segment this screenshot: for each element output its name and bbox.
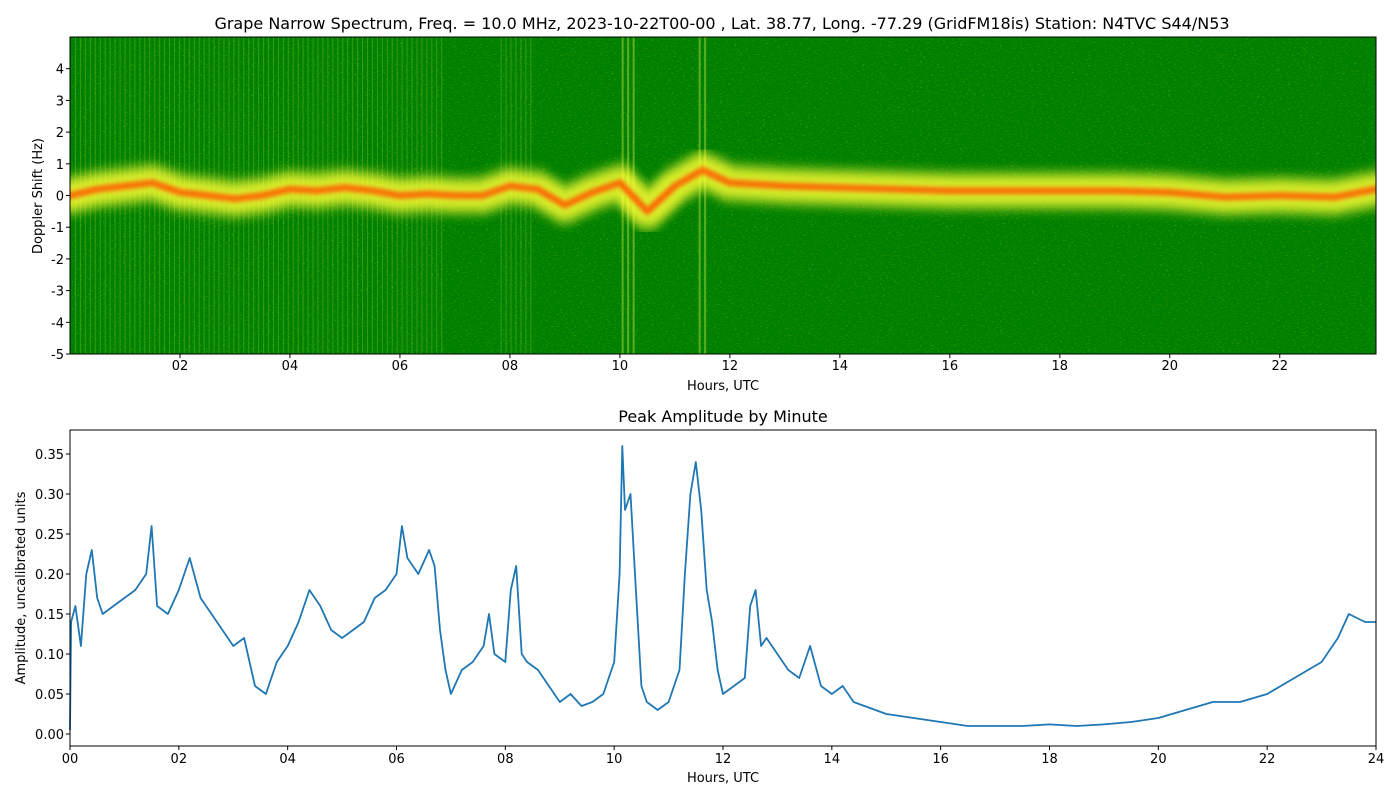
x-tick-label: 10 — [606, 752, 623, 767]
x-tick-label: 24 — [1368, 752, 1385, 767]
x-tick-label: 18 — [1052, 359, 1069, 374]
x-tick-label: 16 — [932, 752, 949, 767]
spectrogram-y-axis-ticks: -5 -4 -3 -2 -1 0 1 2 3 4 — [51, 63, 70, 363]
y-tick-label: -3 — [51, 285, 64, 300]
y-tick-label: 0 — [56, 190, 64, 205]
y-tick-label: 1 — [56, 158, 64, 173]
spectrogram-signal-core — [70, 166, 1376, 215]
spectrogram-x-axis-ticks: 02 04 06 08 10 12 14 16 18 20 22 — [172, 354, 1288, 374]
y-tick-label: 0.15 — [35, 608, 64, 623]
x-tick-label: 20 — [1162, 359, 1179, 374]
x-tick-label: 14 — [824, 752, 841, 767]
amplitude-x-axis-label: Hours, UTC — [687, 771, 759, 786]
amplitude-y-axis-ticks: 0.00 0.05 0.10 0.15 0.20 0.25 0.30 0.35 — [35, 448, 70, 743]
x-tick-label: 08 — [497, 752, 514, 767]
y-tick-label: -1 — [51, 221, 64, 236]
spectrogram-y-axis-label: Doppler Shift (Hz) — [31, 138, 46, 254]
x-tick-label: 18 — [1041, 752, 1058, 767]
y-tick-label: -4 — [51, 316, 64, 331]
x-tick-label: 00 — [62, 752, 79, 767]
x-tick-label: 02 — [172, 359, 189, 374]
x-tick-label: 16 — [942, 359, 959, 374]
y-tick-label: 0.20 — [35, 568, 64, 583]
y-tick-label: -5 — [51, 348, 64, 363]
x-tick-label: 04 — [282, 359, 299, 374]
y-tick-label: 0.30 — [35, 488, 64, 503]
y-tick-label: 0.00 — [35, 728, 64, 743]
y-tick-label: 4 — [56, 63, 64, 78]
x-tick-label: 22 — [1271, 359, 1288, 374]
amplitude-plot-area — [70, 430, 1376, 746]
amplitude-title: Peak Amplitude by Minute — [618, 407, 828, 426]
y-tick-label: 3 — [56, 94, 64, 109]
x-tick-label: 12 — [715, 752, 732, 767]
spectrogram-x-axis-label: Hours, UTC — [687, 379, 759, 394]
y-tick-label: 0.35 — [35, 448, 64, 463]
x-tick-label: 22 — [1259, 752, 1276, 767]
x-tick-label: 12 — [722, 359, 739, 374]
y-tick-label: 0.10 — [35, 648, 64, 663]
x-tick-label: 14 — [832, 359, 849, 374]
amplitude-y-axis-label: Amplitude, uncalibrated units — [14, 491, 29, 684]
y-tick-label: 2 — [56, 126, 64, 141]
y-tick-label: 0.05 — [35, 688, 64, 703]
amplitude-x-axis-ticks: 00 02 04 06 08 10 12 14 16 18 20 22 24 — [62, 746, 1385, 767]
x-tick-label: 08 — [502, 359, 519, 374]
amplitude-series-line — [69, 445, 1376, 731]
x-tick-label: 20 — [1150, 752, 1167, 767]
spectrogram-plot-area — [70, 37, 1376, 354]
x-tick-label: 02 — [171, 752, 188, 767]
y-tick-label: -2 — [51, 253, 64, 268]
x-tick-label: 10 — [612, 359, 629, 374]
x-tick-label: 06 — [388, 752, 405, 767]
x-tick-label: 06 — [392, 359, 409, 374]
y-tick-label: 0.25 — [35, 528, 64, 543]
spectrogram-title: Grape Narrow Spectrum, Freq. = 10.0 MHz,… — [214, 14, 1229, 33]
x-tick-label: 04 — [279, 752, 296, 767]
